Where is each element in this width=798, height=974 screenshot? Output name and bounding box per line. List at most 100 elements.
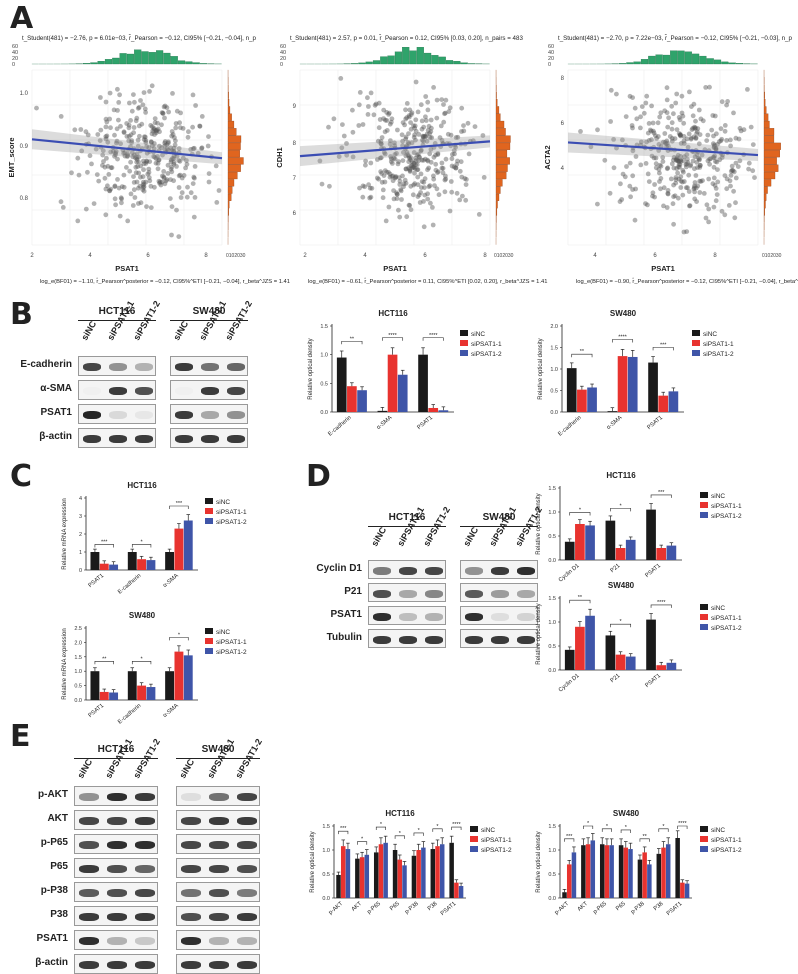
y-tick-label: 2.0 xyxy=(550,324,558,330)
legend-swatch xyxy=(205,518,213,524)
bar-siPSAT1-2 xyxy=(398,375,408,412)
bar-siPSAT1-1 xyxy=(174,652,183,700)
bar-siNC xyxy=(336,875,340,898)
bar-siPSAT1-2 xyxy=(667,546,677,560)
x-tick-label: α-SMA xyxy=(162,703,180,719)
significance-label: **** xyxy=(429,333,438,339)
legend-swatch xyxy=(460,340,468,346)
significance-label: **** xyxy=(657,600,666,606)
legend-swatch xyxy=(700,512,708,518)
bar-siPSAT1-2 xyxy=(146,560,155,570)
legend-swatch xyxy=(700,614,708,620)
bar-siPSAT1-1 xyxy=(174,529,183,570)
x-tick-label: E-cadherin xyxy=(117,573,142,596)
bar-siPSAT1-2 xyxy=(109,693,118,700)
bar-siPSAT1-2 xyxy=(609,845,613,898)
bar-siPSAT1-2 xyxy=(585,616,595,670)
western-band xyxy=(209,961,229,969)
legend-label: siPSAT1-1 xyxy=(703,341,734,348)
western-blot-strip xyxy=(74,954,158,974)
bar-siNC xyxy=(565,650,575,670)
x-tick-label: PSAT1 xyxy=(440,901,458,917)
legend-label: siPSAT1-2 xyxy=(471,351,502,358)
x-tick-label: p-AKT xyxy=(328,901,345,916)
y-tick-label: 1.0 xyxy=(322,848,330,854)
bar-siNC xyxy=(374,852,378,898)
bar-siNC xyxy=(165,552,174,570)
legend-swatch xyxy=(470,846,478,852)
bar-siPSAT1-2 xyxy=(666,844,670,898)
y-tick-label: 0.0 xyxy=(548,558,556,564)
y-tick-label: 1 xyxy=(79,550,82,556)
legend-swatch xyxy=(470,836,478,842)
bar-siPSAT1-2 xyxy=(109,565,118,570)
bar-siPSAT1-2 xyxy=(146,687,155,700)
y-axis-label: Relative optical density xyxy=(308,338,314,399)
bar-chart-title: SW480 xyxy=(129,611,156,620)
bar-siPSAT1-1 xyxy=(388,355,398,412)
bar-siPSAT1-2 xyxy=(402,865,406,898)
y-tick-label: 1.5 xyxy=(320,324,328,330)
y-tick-label: 0.5 xyxy=(322,872,330,878)
x-tick-label: α-SMA xyxy=(376,415,394,431)
y-tick-label: 1.5 xyxy=(74,655,82,661)
legend-label: siNC xyxy=(711,493,725,500)
legend-label: siPSAT1-2 xyxy=(481,847,512,854)
y-tick-label: 1.0 xyxy=(548,620,556,626)
y-tick-label: 0.5 xyxy=(320,381,328,387)
x-tick-label: p-P38 xyxy=(630,901,646,916)
bar-siNC xyxy=(90,552,99,570)
x-tick-label: P38 xyxy=(427,901,439,912)
bar-chart-title: HCT116 xyxy=(606,471,636,480)
y-tick-label: 1.0 xyxy=(320,353,328,359)
legend-label: siPSAT1-1 xyxy=(216,639,247,646)
bar-siPSAT1-1 xyxy=(454,883,458,898)
y-axis-label: Relative optical density xyxy=(310,831,316,892)
bar-siPSAT1-2 xyxy=(184,655,193,700)
bar-siPSAT1-2 xyxy=(184,521,193,571)
x-tick-label: PSAT1 xyxy=(88,573,106,589)
bar-siNC xyxy=(646,510,656,560)
bar-siNC xyxy=(128,671,137,700)
y-axis-label: Relative optical density xyxy=(538,338,544,399)
bar-siNC xyxy=(393,850,397,898)
x-tick-label: α-SMA xyxy=(162,573,180,589)
bar-siNC xyxy=(581,845,585,898)
bar-siPSAT1-2 xyxy=(628,357,638,412)
bar-siPSAT1-2 xyxy=(647,864,651,898)
bar-siNC xyxy=(606,635,616,670)
western-blot-strip xyxy=(176,954,260,974)
x-tick-label: PSAT1 xyxy=(646,415,664,431)
legend-swatch xyxy=(470,826,478,832)
legend-label: siNC xyxy=(481,827,495,834)
x-tick-label: P65 xyxy=(389,901,401,912)
bar-siPSAT1-2 xyxy=(587,387,597,412)
x-tick-label: AKT xyxy=(351,901,364,913)
legend-swatch xyxy=(205,638,213,644)
bar-siPSAT1-1 xyxy=(360,857,364,898)
x-tick-label: p-P65 xyxy=(592,901,608,916)
y-axis-label: Relative optical density xyxy=(536,493,542,554)
bar-siNC xyxy=(657,854,661,898)
legend-label: siPSAT1-1 xyxy=(711,615,742,622)
x-tick-label: Cyclin D1 xyxy=(558,563,581,584)
bar-siNC xyxy=(608,411,618,412)
x-tick-label: E-cadherin xyxy=(557,415,582,438)
legend-label: siPSAT1-1 xyxy=(711,837,742,844)
y-tick-label: 2 xyxy=(79,532,82,538)
bar-chart-title: HCT116 xyxy=(378,309,408,318)
y-tick-label: 0.5 xyxy=(550,389,558,395)
legend-swatch xyxy=(700,624,708,630)
bar-siNC xyxy=(565,542,575,560)
bar-siPSAT1-1 xyxy=(656,665,666,670)
legend-label: siPSAT1-1 xyxy=(711,503,742,510)
legend-swatch xyxy=(205,628,213,634)
legend-label: siPSAT1-2 xyxy=(711,513,742,520)
y-tick-label: 3 xyxy=(79,514,82,520)
x-tick-label: E-cadherin xyxy=(327,415,352,438)
